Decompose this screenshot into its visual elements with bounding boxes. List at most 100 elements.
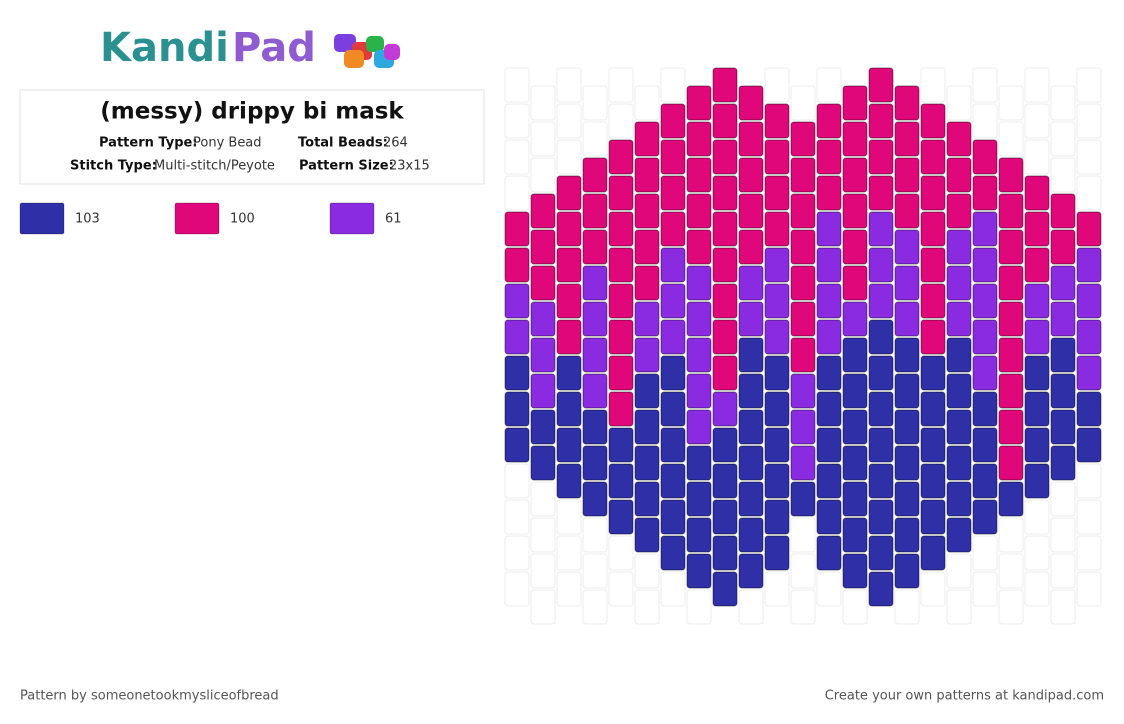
bead (634, 229, 660, 265)
bead (530, 517, 556, 553)
bead (868, 211, 894, 247)
bead (1050, 157, 1076, 193)
bead (868, 463, 894, 499)
bead (764, 355, 790, 391)
bead (738, 229, 764, 265)
bead (556, 571, 582, 607)
bead (556, 211, 582, 247)
bead (764, 571, 790, 607)
bead (816, 391, 842, 427)
bead (712, 283, 738, 319)
bead (842, 193, 868, 229)
bead (530, 121, 556, 157)
bead (816, 175, 842, 211)
bead (868, 427, 894, 463)
bead (842, 445, 868, 481)
bead (608, 211, 634, 247)
bead (712, 535, 738, 571)
bead (582, 193, 608, 229)
bead (712, 247, 738, 283)
bead (972, 463, 998, 499)
bead (556, 535, 582, 571)
bead (816, 103, 842, 139)
bead (686, 517, 712, 553)
bead (686, 553, 712, 589)
bead (764, 211, 790, 247)
bead (946, 337, 972, 373)
bead (582, 517, 608, 553)
bead (504, 535, 530, 571)
bead (946, 373, 972, 409)
color-count: 61 (385, 212, 402, 227)
bead (894, 193, 920, 229)
bead (738, 157, 764, 193)
bead (764, 67, 790, 103)
bead (1024, 463, 1050, 499)
bead (972, 247, 998, 283)
bead (738, 553, 764, 589)
bead (582, 589, 608, 625)
info-box (19, 89, 485, 185)
bead (1076, 463, 1102, 499)
bead (582, 121, 608, 157)
bead (790, 481, 816, 517)
bead (738, 337, 764, 373)
bead (920, 139, 946, 175)
color-count: 100 (230, 212, 255, 227)
bead (972, 175, 998, 211)
bead (1024, 391, 1050, 427)
bead (868, 319, 894, 355)
bead (868, 139, 894, 175)
bead (712, 571, 738, 607)
bead (998, 337, 1024, 373)
bead (1024, 175, 1050, 211)
bead (712, 463, 738, 499)
bead (920, 211, 946, 247)
bead (686, 445, 712, 481)
bead (1050, 445, 1076, 481)
bead (556, 67, 582, 103)
field-value: Multi-stitch/Peyote (154, 159, 275, 174)
bead (634, 85, 660, 121)
field-value: 23x15 (389, 159, 430, 174)
bead (634, 265, 660, 301)
bead (634, 517, 660, 553)
bead (842, 229, 868, 265)
bead (504, 211, 530, 247)
bead (738, 121, 764, 157)
bead (946, 157, 972, 193)
bead (582, 265, 608, 301)
bead (920, 319, 946, 355)
field-label: Pattern Size: (299, 159, 394, 174)
bead (868, 355, 894, 391)
bead (816, 499, 842, 535)
bead (1076, 175, 1102, 211)
bead (1050, 589, 1076, 625)
color-count: 103 (75, 212, 100, 227)
bead (1024, 535, 1050, 571)
bead (920, 535, 946, 571)
bead (998, 85, 1024, 121)
bead (816, 463, 842, 499)
site-link[interactable]: Create your own patterns at kandipad.com (825, 689, 1104, 704)
bead (712, 103, 738, 139)
bead (660, 175, 686, 211)
bead (1050, 373, 1076, 409)
bead (920, 463, 946, 499)
bead (1024, 211, 1050, 247)
bead (1024, 355, 1050, 391)
bead (738, 589, 764, 625)
bead (1050, 337, 1076, 373)
bead (1076, 139, 1102, 175)
bead (530, 553, 556, 589)
bead (842, 553, 868, 589)
field-value: 264 (383, 136, 408, 151)
bead (790, 265, 816, 301)
bead (608, 499, 634, 535)
bead (764, 319, 790, 355)
bead (1024, 427, 1050, 463)
bead (998, 193, 1024, 229)
bead (556, 283, 582, 319)
bead (842, 517, 868, 553)
